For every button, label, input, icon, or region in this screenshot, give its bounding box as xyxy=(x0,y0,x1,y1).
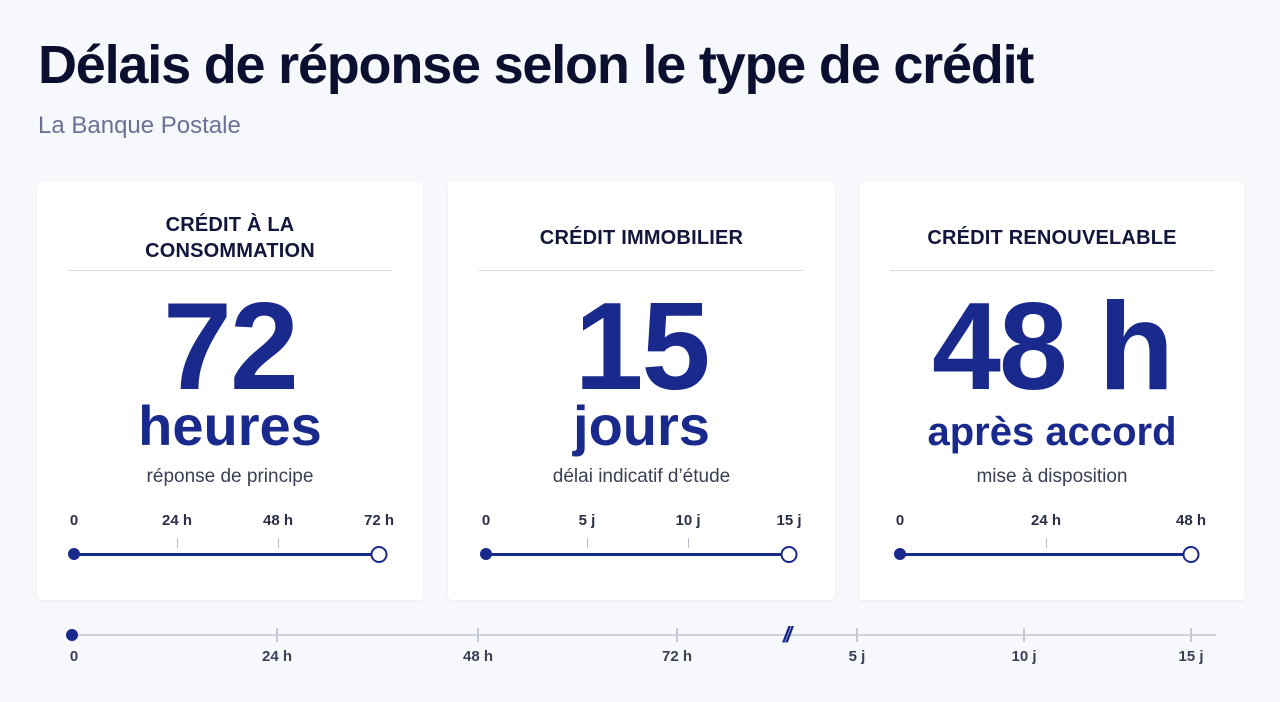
card-note: mise à disposition xyxy=(976,466,1128,487)
scale-track xyxy=(74,553,379,556)
card-heading: CRÉDIT RENOUVELABLE xyxy=(927,227,1177,249)
card-value: 72 xyxy=(163,278,299,416)
scale-tick-label: 0 xyxy=(481,512,491,529)
card-divider xyxy=(68,270,392,271)
page-title: Délais de réponse selon le type de crédi… xyxy=(38,35,1034,95)
timeline-label: 24 h xyxy=(261,648,293,665)
scale-tick xyxy=(587,538,588,548)
card-credit-immobilier: CRÉDIT IMMOBILIER 15 jours délai indicat… xyxy=(448,182,835,600)
timeline-axis: // 0 24 h 48 h 72 h 5 j 10 j 15 j xyxy=(0,610,1280,680)
timeline-label: 5 j xyxy=(848,648,866,665)
timeline-break-marker: // xyxy=(782,622,792,647)
scale-tick xyxy=(1046,538,1047,548)
timeline-start-dot xyxy=(66,629,78,641)
timeline-line xyxy=(72,634,1216,636)
scale-tick-label: 15 j xyxy=(776,512,802,529)
card-value: 48 h xyxy=(931,278,1174,416)
timeline-label: 72 h xyxy=(661,648,693,665)
card-value: 15 xyxy=(574,278,711,416)
page-subtitle: La Banque Postale xyxy=(38,112,241,139)
scale-tick-label: 48 h xyxy=(262,512,294,529)
timeline-tick xyxy=(1190,628,1192,642)
timeline-label: 0 xyxy=(69,648,79,665)
card-note: délai indicatif d’étude xyxy=(552,466,731,487)
scale-tick-label: 10 j xyxy=(675,512,701,529)
scale-end-marker xyxy=(780,546,798,563)
card-scale: 0 5 j 10 j 15 j xyxy=(448,508,835,568)
timeline-tick xyxy=(276,628,278,642)
card-credit-renouvelable: CRÉDIT RENOUVELABLE 48 h après accord mi… xyxy=(859,182,1245,600)
card-unit: jours xyxy=(573,394,710,457)
card-note: réponse de principe xyxy=(146,466,314,487)
scale-tick-label: 72 h xyxy=(363,512,395,529)
scale-end-marker xyxy=(370,546,388,563)
scale-tick-label: 0 xyxy=(895,512,905,529)
card-unit: heures xyxy=(138,394,322,457)
scale-start-dot xyxy=(68,548,80,560)
scale-tick-label: 48 h xyxy=(1175,512,1207,529)
timeline-label: 10 j xyxy=(1011,648,1037,665)
timeline-tick xyxy=(477,628,479,642)
timeline-tick xyxy=(856,628,858,642)
scale-start-dot xyxy=(894,548,906,560)
scale-tick-label: 24 h xyxy=(1030,512,1062,529)
card-credit-consommation: CRÉDIT À LA CONSOMMATION 72 heures répon… xyxy=(37,182,423,600)
scale-tick-label: 24 h xyxy=(161,512,193,529)
scale-track xyxy=(900,553,1191,556)
timeline-tick xyxy=(676,628,678,642)
card-scale: 0 24 h 48 h xyxy=(859,508,1245,568)
scale-tick xyxy=(688,538,689,548)
card-scale: 0 24 h 48 h 72 h xyxy=(37,508,423,568)
card-unit: après accord xyxy=(927,410,1177,454)
scale-end-marker xyxy=(1182,546,1200,563)
scale-tick xyxy=(177,538,178,548)
card-divider xyxy=(479,270,804,271)
scale-track xyxy=(486,553,789,556)
timeline-tick xyxy=(1023,628,1025,642)
scale-start-dot xyxy=(480,548,492,560)
card-heading: CRÉDIT À LA CONSOMMATION xyxy=(145,214,315,262)
timeline-label: 48 h xyxy=(462,648,494,665)
card-divider xyxy=(890,270,1214,271)
timeline-label: 15 j xyxy=(1178,648,1204,665)
scale-tick-label: 5 j xyxy=(578,512,596,529)
scale-tick xyxy=(278,538,279,548)
scale-tick-label: 0 xyxy=(69,512,79,529)
card-heading: CRÉDIT IMMOBILIER xyxy=(539,227,744,249)
